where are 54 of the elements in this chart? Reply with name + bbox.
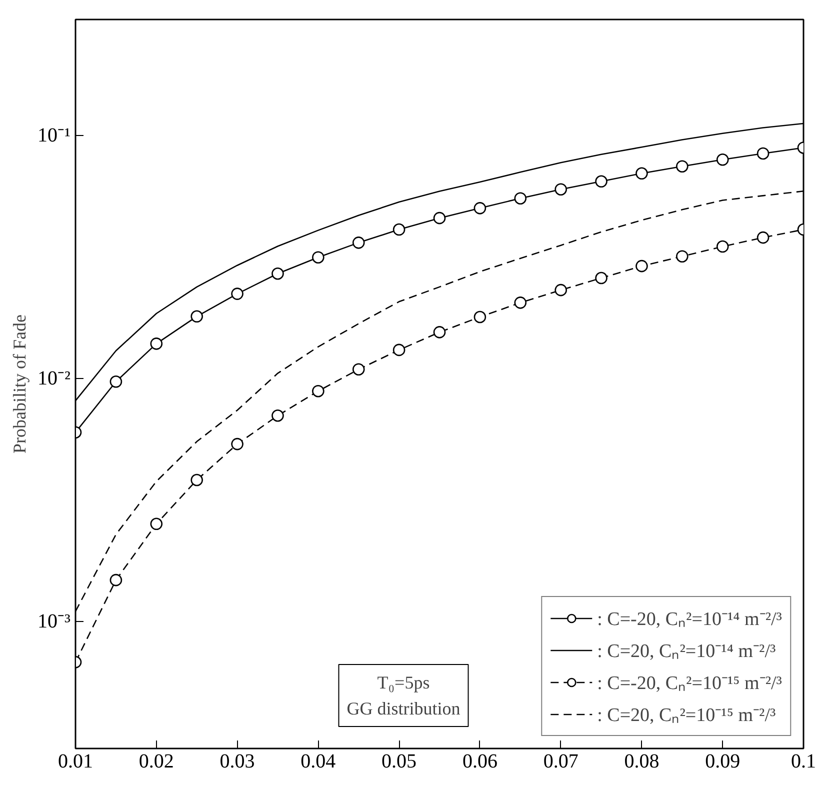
y-tick-label: 10⁻¹ xyxy=(38,124,71,146)
point xyxy=(676,160,688,173)
y-axis-title: Probability of Fade xyxy=(10,314,30,454)
point xyxy=(595,175,608,188)
legend-label: : C=-20, Cₙ²=10⁻¹⁵ m⁻²/³ xyxy=(597,672,782,695)
point xyxy=(514,192,527,204)
point xyxy=(312,251,324,264)
y-tick-label: 10⁻² xyxy=(38,367,71,390)
x-tick-label: 0.04 xyxy=(300,750,336,772)
point xyxy=(554,284,567,296)
point xyxy=(636,260,648,272)
point xyxy=(554,183,567,196)
point xyxy=(110,574,122,586)
point xyxy=(756,147,770,160)
point xyxy=(190,310,203,323)
point xyxy=(312,384,324,398)
x-tick-label: 0.1 xyxy=(791,750,816,772)
x-tick-label: 0.05 xyxy=(382,750,417,772)
x-tick-label: 0.07 xyxy=(543,750,578,772)
point xyxy=(272,267,284,280)
annotation: GG distribution xyxy=(346,698,460,718)
point xyxy=(474,202,486,214)
point xyxy=(392,344,406,356)
x-tick-label: 0.02 xyxy=(138,750,174,772)
point xyxy=(392,223,406,236)
point xyxy=(716,240,729,253)
x-tick-label: 0.01 xyxy=(58,750,93,772)
point xyxy=(433,326,446,338)
x-tick-label: 0.09 xyxy=(705,750,740,772)
point xyxy=(150,518,163,530)
point xyxy=(514,296,527,309)
point xyxy=(352,363,365,376)
point xyxy=(474,310,486,324)
point xyxy=(756,231,770,244)
point xyxy=(190,474,203,486)
legend-label: : C=20, Cₙ²=10⁻¹⁴ m⁻²/³ xyxy=(597,640,776,663)
point xyxy=(716,154,729,166)
y-tick-label: 10⁻³ xyxy=(38,610,71,632)
point xyxy=(231,288,244,300)
x-tick-label: 0.08 xyxy=(624,750,660,772)
point xyxy=(272,409,284,422)
point xyxy=(110,376,122,388)
point xyxy=(352,236,365,249)
point xyxy=(676,250,688,262)
annotation: T₀=5ps xyxy=(377,672,430,692)
legend-label: : C=-20, Cₙ²=10⁻¹⁴ m⁻²/³ xyxy=(597,608,782,631)
point xyxy=(433,212,446,224)
x-tick-label: 0.03 xyxy=(220,750,255,772)
x-tick-label: 0.06 xyxy=(462,750,498,772)
point xyxy=(636,167,648,180)
legend-label: : C=20, Cₙ²=10⁻¹⁵ m⁻²/³ xyxy=(597,704,776,727)
point xyxy=(595,272,608,284)
point xyxy=(150,338,163,350)
point xyxy=(231,438,244,450)
